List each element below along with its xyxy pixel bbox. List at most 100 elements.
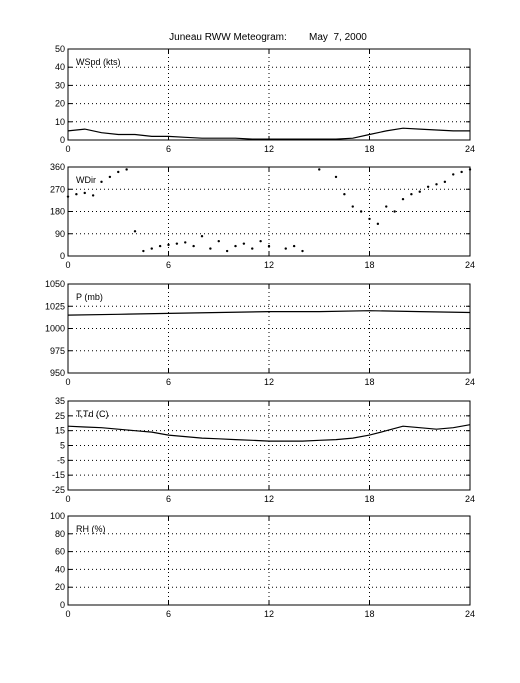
y-tick-label: 0 [60, 600, 65, 610]
data-point [385, 205, 388, 208]
x-tick-label: 6 [166, 260, 171, 270]
y-tick-label: 10 [55, 117, 65, 127]
panel-label: RH (%) [76, 524, 106, 534]
x-tick-label: 12 [264, 377, 274, 387]
panel-label: P (mb) [76, 292, 103, 302]
y-tick-label: 1050 [45, 279, 65, 289]
data-point [91, 194, 95, 197]
data-point [401, 197, 405, 201]
data-point [150, 247, 153, 250]
x-tick-label: 24 [465, 144, 475, 154]
data-point [200, 235, 204, 238]
y-tick-label: 975 [50, 346, 65, 356]
data-point [343, 192, 346, 196]
data-point [100, 180, 103, 184]
y-tick-label: 15 [55, 426, 65, 436]
data-point [184, 241, 187, 244]
data-point [426, 185, 430, 188]
y-tick-label: 35 [55, 396, 65, 406]
data-point [209, 247, 212, 250]
y-tick-label: 60 [55, 547, 65, 557]
y-tick-label: 100 [50, 511, 65, 521]
x-tick-label: 18 [364, 377, 374, 387]
data-point [351, 205, 354, 208]
panel-2: 0 6 12 18 24 0 90 180 270 360 WDir [50, 162, 475, 270]
data-point [142, 249, 145, 253]
y-tick-label: 270 [50, 184, 65, 194]
x-tick-label: 0 [65, 260, 70, 270]
data-point [284, 247, 287, 250]
y-tick-label: 950 [50, 368, 65, 378]
series-line [67, 127, 470, 140]
data-point [117, 170, 120, 174]
x-tick-label: 18 [364, 260, 374, 270]
x-tick-label: 0 [65, 144, 70, 154]
y-tick-label: 40 [55, 62, 65, 72]
panel-label: WSpd (kts) [76, 57, 121, 67]
data-point [75, 192, 78, 196]
panel-5: 0 6 12 18 24 0 20 40 60 80 100 RH (%) [50, 511, 475, 619]
series-line [67, 424, 471, 442]
panel-label: T,Td (C) [76, 409, 109, 419]
data-point [376, 222, 380, 226]
data-point [301, 249, 304, 253]
y-tick-label: 40 [55, 564, 65, 574]
data-point [393, 210, 396, 213]
x-tick-label: 6 [166, 377, 171, 387]
y-tick-label: 180 [50, 207, 65, 217]
y-tick-label: 1025 [45, 301, 65, 311]
x-tick-label: 0 [65, 494, 70, 504]
y-tick-label: 20 [55, 99, 65, 109]
data-point [359, 210, 363, 213]
y-tick-label: 25 [55, 411, 65, 421]
data-point [108, 175, 112, 179]
data-point [234, 244, 237, 248]
y-tick-label: -15 [52, 470, 65, 480]
y-tick-label: 360 [50, 162, 65, 172]
data-point [292, 244, 296, 248]
y-tick-label: 5 [60, 441, 65, 451]
series-line [67, 310, 471, 316]
y-tick-label: 80 [55, 529, 65, 539]
data-point [125, 168, 128, 171]
panel-label: WDir [76, 175, 96, 185]
data-point [368, 217, 371, 221]
data-point [267, 244, 271, 248]
plot-frame [67, 48, 471, 141]
x-tick-label: 0 [65, 609, 70, 619]
data-point [443, 180, 447, 184]
page-title: Juneau RWW Meteogram: May 7, 2000 [169, 32, 367, 43]
data-point [66, 195, 70, 198]
data-point [167, 243, 170, 247]
y-tick-label: 50 [55, 44, 65, 54]
data-point [259, 239, 262, 243]
data-point [452, 173, 455, 176]
data-point [410, 192, 413, 196]
data-point [318, 168, 321, 171]
data-point [242, 242, 246, 245]
panel-3: 0 6 12 18 24 950 975 1000 1025 1050 P (mb) [45, 279, 475, 387]
x-tick-label: 6 [166, 494, 171, 504]
data-point [251, 247, 254, 250]
x-tick-label: 24 [465, 260, 475, 270]
x-tick-label: 24 [465, 494, 475, 504]
y-tick-label: 0 [60, 251, 65, 261]
y-tick-label: 30 [55, 80, 65, 90]
data-point [435, 183, 438, 186]
x-tick-label: 6 [166, 144, 171, 154]
x-tick-label: 18 [364, 494, 374, 504]
data-point [133, 230, 137, 233]
panel-1: 0 6 12 18 24 0 10 20 30 40 50 WSpd (kts) [55, 44, 475, 154]
data-point [418, 190, 421, 193]
x-tick-label: 12 [264, 609, 274, 619]
x-tick-label: 12 [264, 494, 274, 504]
y-tick-label: 20 [55, 582, 65, 592]
data-point [468, 168, 472, 171]
x-tick-label: 6 [166, 609, 171, 619]
data-point [158, 244, 162, 248]
data-point [175, 242, 179, 245]
x-tick-label: 18 [364, 144, 374, 154]
y-tick-label: 0 [60, 135, 65, 145]
data-point [217, 239, 220, 243]
